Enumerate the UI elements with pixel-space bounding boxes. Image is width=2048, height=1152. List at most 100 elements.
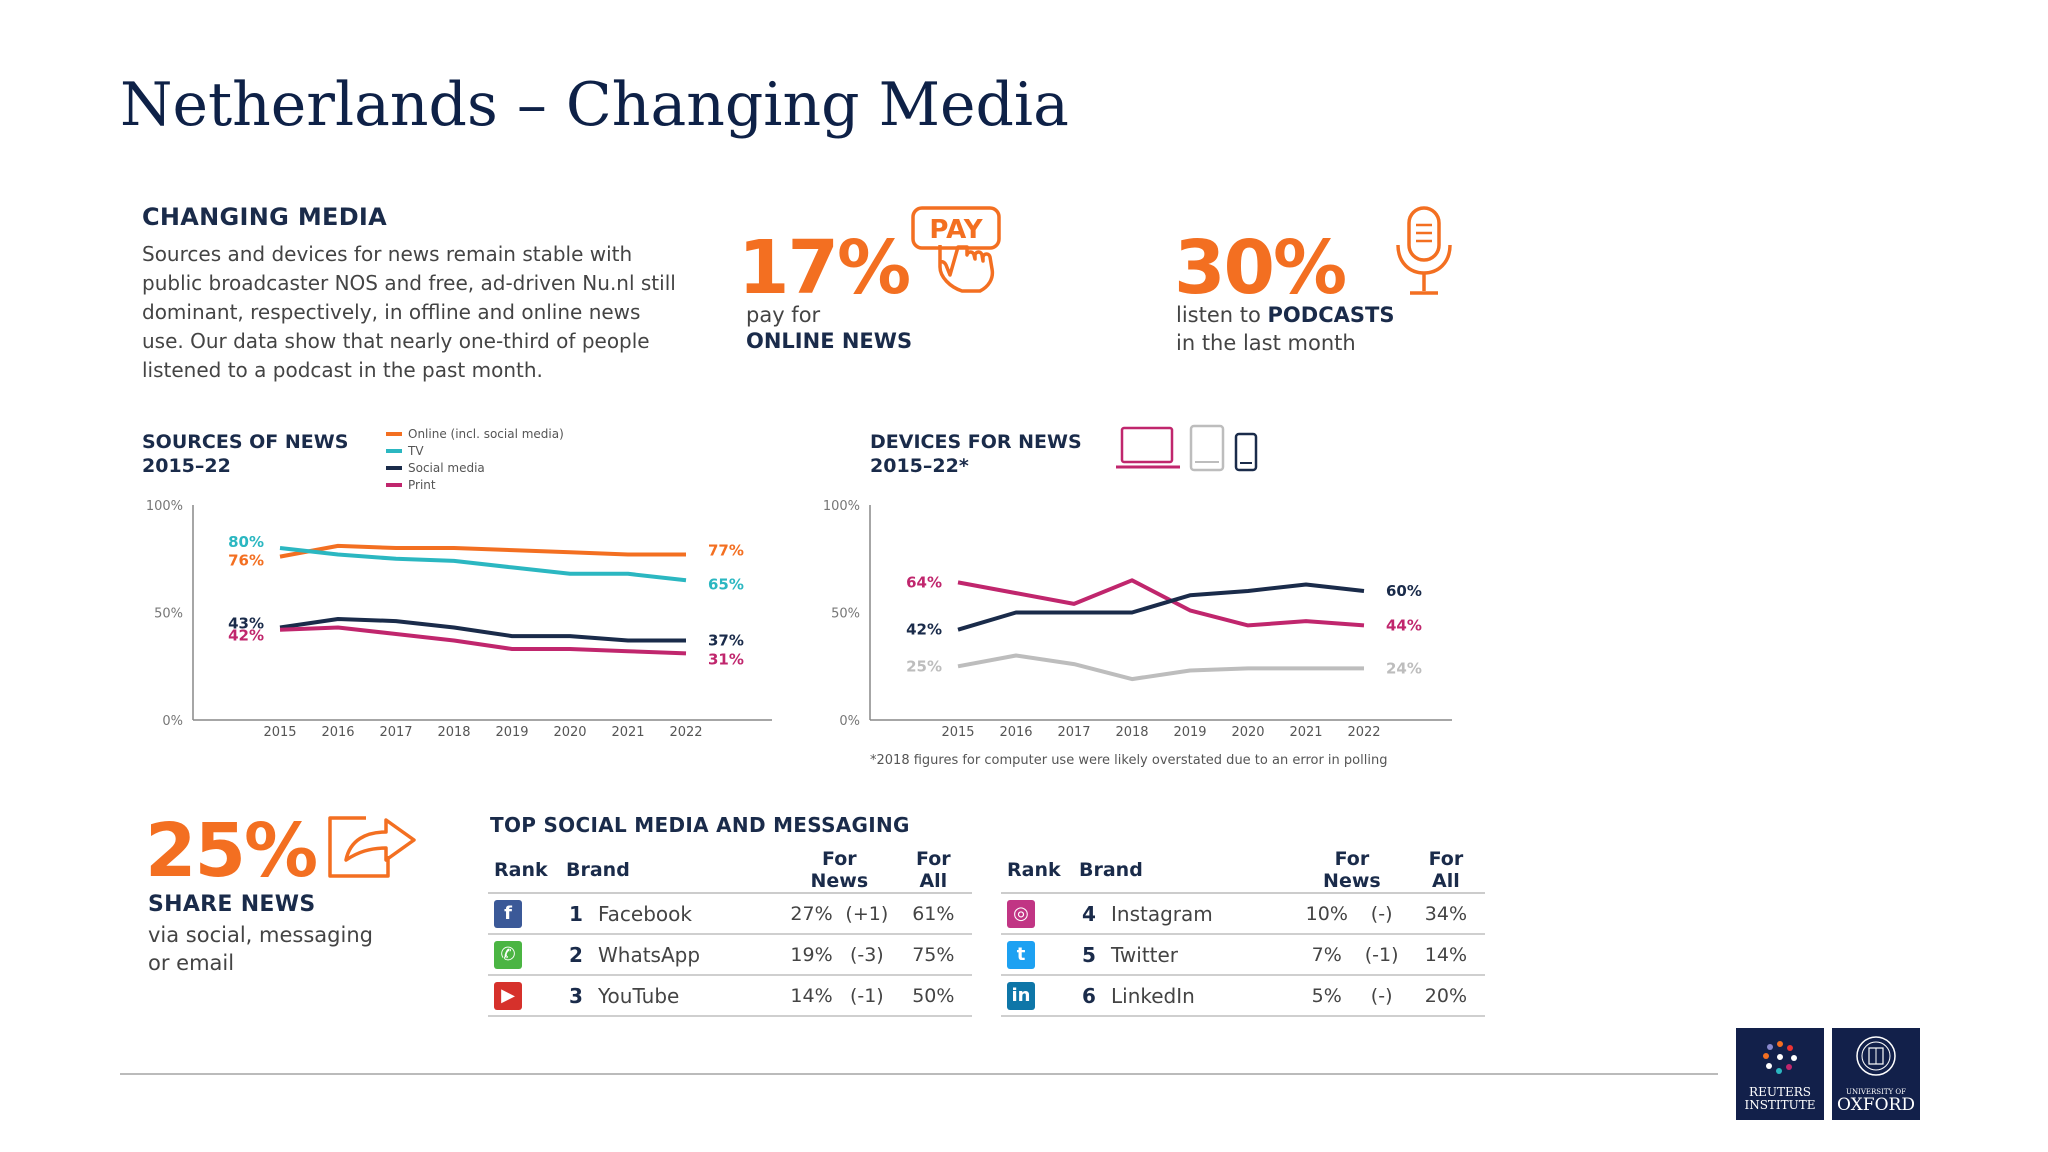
brand-icon-cell: ◎ <box>1001 893 1073 935</box>
y-tick-label: 50% <box>154 607 183 622</box>
for-news-cell: 19% <box>784 934 840 976</box>
table-row: ✆ 2 WhatsApp 19% (-3) 75% <box>488 934 972 976</box>
brand-cell: Facebook <box>592 893 784 935</box>
y-tick-label: 100% <box>823 499 860 514</box>
y-tick-label: 50% <box>831 607 860 622</box>
top-social-table-left: Rank Brand For News For All f 1 Facebook 27… <box>488 848 972 1017</box>
rank-cell: 6 <box>1073 975 1105 1017</box>
y-tick-label: 0% <box>162 714 183 729</box>
brand-cell: YouTube <box>592 975 784 1017</box>
series-line <box>279 543 686 559</box>
for-news-cell: 27% <box>784 893 840 935</box>
legend-label: Print <box>408 478 436 492</box>
facebook-icon: f <box>494 899 522 928</box>
podcast-line1-pre: listen to <box>1176 303 1261 327</box>
series-end-label: 37% <box>708 631 744 649</box>
podcast-stat-line2: in the last month <box>1176 331 1356 355</box>
brand-header: Brand <box>560 848 784 894</box>
x-tick-label: 2015 <box>941 725 974 740</box>
series-start-label: 43% <box>228 615 264 633</box>
x-tick-label: 2021 <box>1289 725 1322 740</box>
podcast-line1-bold: PODCASTS <box>1267 303 1395 327</box>
podcast-stat-line1: listen to PODCASTS <box>1176 302 1394 329</box>
brand-cell: LinkedIn <box>1105 975 1297 1017</box>
series-end-label: 24% <box>1386 659 1422 677</box>
series-end-label: 60% <box>1386 582 1422 600</box>
brand-header: Brand <box>1073 848 1297 894</box>
series-start-label: 42% <box>906 621 942 639</box>
share-stat-line2: or email <box>148 951 235 975</box>
legend-label: Online (incl. social media) <box>408 427 564 441</box>
for-all-cell: 61% <box>894 893 972 935</box>
brand-icon-cell: in <box>1001 975 1073 1017</box>
x-tick-label: 2015 <box>263 725 296 740</box>
series-start-label: 64% <box>906 573 942 591</box>
series-line <box>279 617 686 643</box>
series-end-label: 65% <box>708 575 744 593</box>
for-news-header: For News <box>784 848 895 894</box>
linkedin-icon: in <box>1007 981 1035 1010</box>
series-line <box>957 582 1365 632</box>
rank-cell: 1 <box>560 893 592 935</box>
for-news-cell: 7% <box>1297 934 1357 976</box>
x-tick-label: 2020 <box>553 725 586 740</box>
pay-stat-value: 17% <box>738 225 911 311</box>
rank-cell: 5 <box>1073 934 1105 976</box>
reuters-dots-icon <box>1763 1041 1797 1074</box>
rank-header: Rank <box>488 848 560 894</box>
x-tick-label: 2016 <box>999 725 1032 740</box>
change-cell: (-) <box>1356 893 1407 935</box>
series-line <box>957 578 1365 628</box>
series-line <box>957 653 1364 682</box>
table-row: in 6 LinkedIn 5% (-) 20% <box>1001 975 1485 1017</box>
for-all-cell: 34% <box>1406 893 1485 935</box>
sources-axes: 0% 50% 100% 2015 2016 2017 2018 2019 2020 2021 202… <box>146 499 772 740</box>
tablet-icon <box>1189 424 1225 472</box>
pay-hand-icon: PAY <box>910 205 1005 304</box>
brand-icon-cell: ▶ <box>488 975 560 1017</box>
devices-subtitle: 2015–22* <box>870 455 969 477</box>
for-all-cell: 50% <box>894 975 972 1017</box>
x-tick-label: 2016 <box>321 725 354 740</box>
devices-lines: 64% 44% 42% 60% 25% 24% <box>906 573 1422 682</box>
for-news-cell: 14% <box>784 975 840 1017</box>
series-start-label: 76% <box>228 552 264 570</box>
sources-subtitle: 2015–22 <box>142 455 231 477</box>
change-cell: (-1) <box>1356 934 1407 976</box>
x-tick-label: 2022 <box>669 725 702 740</box>
pay-stat-line2: ONLINE NEWS <box>746 329 913 353</box>
reuters-logo-line2: INSTITUTE <box>1744 1098 1816 1112</box>
for-news-cell: 5% <box>1297 975 1357 1017</box>
series-end-label: 77% <box>708 541 744 559</box>
oxford-university-logo: UNIVERSITY OF OXFORD <box>1832 1028 1920 1120</box>
oxford-logo-line1: UNIVERSITY OF <box>1846 1088 1906 1096</box>
for-all-cell: 20% <box>1406 975 1485 1017</box>
x-tick-label: 2021 <box>611 725 644 740</box>
devices-title: DEVICES FOR NEWS <box>870 431 1082 453</box>
series-start-label: 80% <box>228 533 264 551</box>
for-all-header: For All <box>894 848 972 894</box>
table-row: ◎ 4 Instagram 10% (-) 34% <box>1001 893 1485 935</box>
whatsapp-icon: ✆ <box>494 940 522 969</box>
for-all-cell: 14% <box>1406 934 1485 976</box>
podcast-stat-value: 30% <box>1174 225 1347 311</box>
smartphone-icon <box>1234 432 1258 472</box>
brand-icon-cell: ✆ <box>488 934 560 976</box>
reuters-logo-line1: REUTERS <box>1749 1085 1811 1099</box>
share-arrow-icon <box>326 808 418 884</box>
table-row: f 1 Facebook 27% (+1) 61% <box>488 893 972 935</box>
instagram-icon: ◎ <box>1007 899 1035 928</box>
x-tick-label: 2019 <box>1173 725 1206 740</box>
brand-cell: WhatsApp <box>592 934 784 976</box>
series-end-label: 31% <box>708 650 744 668</box>
x-tick-label: 2019 <box>495 725 528 740</box>
sources-lines: 76% 77% 80% 65% 43% 37% 42% 31% <box>228 533 744 668</box>
share-stat-heading: SHARE NEWS <box>148 892 316 917</box>
pay-stat-line1: pay for <box>746 303 821 327</box>
table-header-row: Rank Brand For News For All <box>1001 848 1485 894</box>
y-tick-label: 0% <box>839 714 860 729</box>
series-end-label: 44% <box>1386 616 1422 634</box>
top-social-title: TOP SOCIAL MEDIA AND MESSAGING <box>490 813 910 837</box>
oxford-logo-line2: OXFORD <box>1837 1095 1915 1115</box>
footer-divider <box>120 1073 1718 1075</box>
